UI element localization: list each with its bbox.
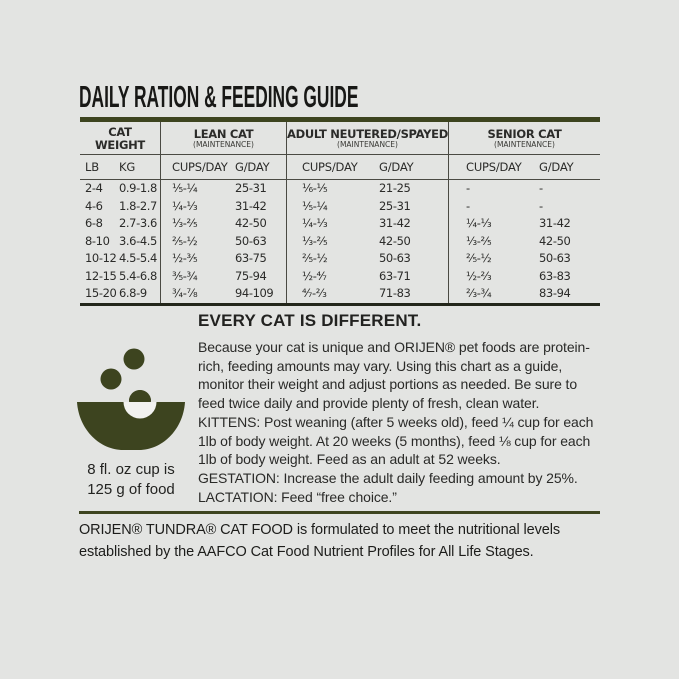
table-cell: 50-63 <box>235 233 267 248</box>
column-header-g-day: G/DAY <box>530 155 600 180</box>
table-cell: 6.8-9 <box>119 286 147 300</box>
column-header-g-day: G/DAY <box>228 155 286 180</box>
column-header-cups-day: CUPS/DAY <box>286 155 370 180</box>
footer-divider <box>79 511 600 514</box>
aafco-line: established by the AAFCO Cat Food Nutrie… <box>79 543 534 560</box>
cup-measure-note: 8 fl. oz cup is 125 g of food <box>74 460 188 499</box>
table-cell: - <box>539 198 543 213</box>
table-cell: 15-20 <box>85 286 117 300</box>
column-header-cups-day: CUPS/DAY <box>160 155 228 180</box>
cup-note-line: 125 g of food <box>87 480 175 498</box>
table-cell: ¼-⅓ <box>286 215 370 233</box>
table-cell: - <box>539 181 543 195</box>
cup-note-line: 8 fl. oz cup is <box>87 461 175 478</box>
table-cell: ½-⁴⁄₇ <box>286 267 370 285</box>
feeding-notes: EVERY CAT IS DIFFERENT. Because your cat… <box>198 311 612 506</box>
table-cell: ¾-⅞ <box>160 285 228 303</box>
table-cell: ⅔-¾ <box>448 285 530 303</box>
table-cell: 3.6-4.5 <box>119 233 157 248</box>
table-cell: 42-50 <box>379 233 411 248</box>
table-cell: ⅙-⅕ <box>286 180 370 198</box>
table-cell: 1.8-2.7 <box>119 198 157 213</box>
table-cell: 10-12 <box>85 251 117 265</box>
table-cell: 4.5-5.4 <box>119 251 157 265</box>
table-cell: 42-50 <box>235 216 267 230</box>
table-cell: ⅖-½ <box>448 250 530 268</box>
table-cell: ⅓-⅖ <box>448 232 530 250</box>
table-cell: ¼-⅓ <box>160 197 228 215</box>
group-label: CAT WEIGHT <box>95 124 145 152</box>
notes-line: KITTENS: Post weaning (after 5 weeks old… <box>198 413 594 430</box>
notes-heading: EVERY CAT IS DIFFERENT. <box>198 311 422 330</box>
table-cell: 63-83 <box>539 268 571 283</box>
table-cell: 63-71 <box>379 268 411 283</box>
table-cell: 31-42 <box>235 198 267 213</box>
table-cell: ⁴⁄₇-⅔ <box>286 285 370 303</box>
table-cell: 25-31 <box>379 198 411 213</box>
table-cell: 42-50 <box>539 233 571 248</box>
table-group-header-adult-neutered: ADULT NEUTERED/SPAYED (MAINTENANCE) <box>286 122 448 155</box>
notes-line: GESTATION: Increase the adult daily feed… <box>198 469 578 486</box>
table-cell: ½-⅗ <box>160 250 228 268</box>
table-cell: - <box>448 180 530 198</box>
table-cell: ⅓-⅖ <box>160 215 228 233</box>
table-group-header-lean-cat: LEAN CAT (MAINTENANCE) <box>160 122 286 155</box>
column-header-cups-day: CUPS/DAY <box>448 155 530 180</box>
feeding-table: CAT WEIGHT LEAN CAT (MAINTENANCE) ADULT … <box>80 117 600 306</box>
table-cell: 6-8 <box>85 216 103 230</box>
page-title: DAILY RATION & FEEDING GUIDE <box>79 79 359 114</box>
table-cell: 31-42 <box>379 216 411 230</box>
table-cell: 50-63 <box>539 251 571 265</box>
table-cell: ⅕-¼ <box>160 180 228 198</box>
table-cell: 83-94 <box>539 286 571 300</box>
table-cell: 8-10 <box>85 233 110 248</box>
column-header-kg: KG <box>116 155 160 180</box>
table-cell: ⅓-⅖ <box>286 232 370 250</box>
table-cell: 12-15 <box>85 268 117 283</box>
table-cell: 75-94 <box>235 268 267 283</box>
notes-line: rich, feeding amounts may vary. Using th… <box>198 357 563 374</box>
column-header-lb: LB <box>80 155 116 180</box>
notes-line: Because your cat is unique and ORIJEN® p… <box>198 339 590 355</box>
table-cell: ⅖-½ <box>286 250 370 268</box>
table-cell: 0.9-1.8 <box>119 181 157 195</box>
table-cell: ⅗-¾ <box>160 267 228 285</box>
group-sublabel: (MAINTENANCE) <box>494 139 555 149</box>
group-label: LEAN CAT <box>193 126 254 141</box>
notes-line: LACTATION: Feed “free choice.” <box>198 488 397 505</box>
table-cell: ¼-⅓ <box>448 215 530 233</box>
column-header-g-day: G/DAY <box>370 155 448 180</box>
aafco-line: ORIJEN® TUNDRA® CAT FOOD is formulated t… <box>79 522 561 538</box>
table-cell: ⅖-½ <box>160 232 228 250</box>
notes-line: feed twice daily and provide plenty of f… <box>198 395 540 412</box>
table-cell: 63-75 <box>235 251 267 265</box>
table-cell: 2.7-3.6 <box>119 216 157 230</box>
table-cell: 2-4 <box>85 181 103 195</box>
group-label: ADULT NEUTERED/SPAYED <box>287 126 448 141</box>
table-cell: 94-109 <box>235 286 274 300</box>
notes-line: monitor their weight and adjust portions… <box>198 376 578 393</box>
table-cell: 5.4-6.8 <box>119 268 157 283</box>
table-group-header-cat-weight: CAT WEIGHT <box>80 122 160 155</box>
table-cell: 21-25 <box>379 181 411 195</box>
group-label: SENIOR CAT <box>487 126 562 141</box>
group-sublabel: (MAINTENANCE) <box>337 139 398 149</box>
table-cell: 25-31 <box>235 181 267 195</box>
notes-line: 1lb of body weight. Feed as an adult at … <box>198 451 501 468</box>
table-cell: 31-42 <box>539 216 571 230</box>
table-cell: 50-63 <box>379 251 411 265</box>
table-cell: 4-6 <box>85 198 103 213</box>
table-cell: ⅕-¼ <box>286 197 370 215</box>
table-group-header-senior-cat: SENIOR CAT (MAINTENANCE) <box>448 122 600 155</box>
aafco-statement: ORIJEN® TUNDRA® CAT FOOD is formulated t… <box>79 520 619 563</box>
table-cell: ½-⅔ <box>448 267 530 285</box>
table-cell: - <box>448 197 530 215</box>
food-bowl-with-kibble-icon <box>76 340 186 457</box>
notes-line: 1lb of body weight. At 20 weeks (5 month… <box>198 432 591 449</box>
table-cell: 71-83 <box>379 286 411 300</box>
group-sublabel: (MAINTENANCE) <box>193 139 254 149</box>
